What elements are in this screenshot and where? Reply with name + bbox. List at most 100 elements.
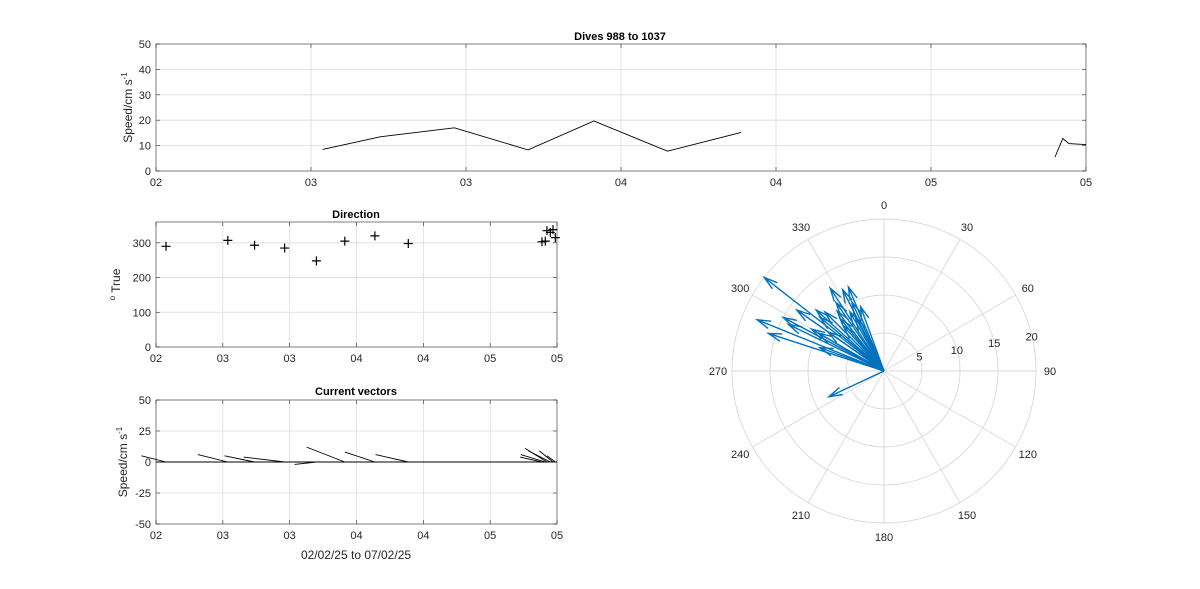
direction-x-tick-label: 04 (417, 353, 429, 365)
speed-x-tick-label: 02 (150, 177, 162, 189)
polar-spoke (807, 370, 885, 503)
direction-point (403, 239, 413, 249)
speed-x-tick-label: 05 (1080, 177, 1092, 189)
polar-spoke (883, 370, 1016, 448)
polar-chart: 0 30 60 90 120 150 180 210 240 270 300 330 5 10 15 20 (709, 200, 1056, 544)
direction-y-tick-label: 100 (133, 307, 151, 319)
current-vector (520, 456, 543, 463)
polar-angle-label: 60 (1022, 283, 1034, 295)
vectors-y-tick-label: -50 (135, 519, 151, 531)
direction-point (550, 233, 560, 243)
speed-chart-title: Dives 988 to 1037 (574, 31, 666, 43)
speed-y-tick-label: 50 (139, 39, 151, 51)
current-vector (306, 446, 345, 463)
vectors-x-tick-label: 03 (217, 530, 229, 542)
speed-y-tick-label: 0 (145, 166, 151, 178)
polar-angle-label: 90 (1044, 366, 1056, 378)
current-vector (243, 456, 285, 463)
speed-y-tick-label: 40 (139, 64, 151, 76)
polar-arrow (766, 332, 885, 372)
speed-x-tick-label: 04 (615, 177, 627, 189)
vectors-x-tick-label: 03 (284, 530, 296, 542)
vectors-x-tick-label: 04 (417, 530, 429, 542)
vectors-y-tick-label: 50 (139, 395, 151, 407)
polar-spoke (883, 239, 961, 372)
current-vector (528, 450, 551, 463)
current-vectors-chart: Current vectors 02/02/25 to 07/02/25 02 0… (115, 386, 563, 562)
polar-angle-label: 0 (881, 200, 887, 212)
polar-arrow (823, 310, 885, 372)
direction-point (370, 231, 380, 241)
polar-angle-label: 300 (731, 283, 749, 295)
direction-point (223, 235, 233, 245)
speed-x-tick-label: 03 (305, 177, 317, 189)
polar-spoke (883, 294, 1016, 372)
vectors-x-tick-label: 04 (350, 530, 362, 542)
direction-y-tick-label: 0 (145, 342, 151, 354)
polar-arrow (826, 370, 885, 398)
polar-angle-label: 210 (792, 510, 810, 522)
speed-x-tick-label: 03 (460, 177, 472, 189)
current-vector (546, 455, 556, 463)
direction-point (280, 243, 290, 253)
current-vector (520, 454, 546, 463)
polar-radius-label: 15 (988, 338, 1000, 350)
speed-series-line-1 (322, 120, 742, 152)
direction-point (250, 240, 260, 250)
vectors-y-axis-label: Speed/cm s-1 (115, 426, 130, 497)
direction-point (311, 256, 321, 266)
speed-series-line-2 (1054, 137, 1087, 158)
current-vector (224, 455, 255, 463)
polar-spoke (752, 370, 885, 448)
direction-point (548, 225, 558, 235)
polar-angle-label: 270 (709, 366, 727, 378)
polar-radius-label: 5 (916, 351, 922, 363)
direction-y-axis-label: o True (108, 268, 123, 300)
direction-x-tick-label: 05 (551, 353, 563, 365)
direction-x-tick-label: 02 (150, 353, 162, 365)
direction-x-tick-label: 03 (217, 353, 229, 365)
direction-point (540, 236, 550, 246)
vectors-x-tick-label: 05 (551, 530, 563, 542)
polar-radius-label: 10 (951, 345, 963, 357)
vectors-y-tick-label: 25 (139, 426, 151, 438)
current-vector (294, 461, 317, 465)
direction-point (161, 241, 171, 251)
polar-angle-label: 330 (792, 222, 810, 234)
polar-arrow (781, 316, 885, 372)
polar-radius-label: 20 (1026, 332, 1038, 344)
current-vector (141, 455, 167, 463)
speed-x-tick-label: 05 (925, 177, 937, 189)
direction-x-tick-label: 04 (350, 353, 362, 365)
current-vector (344, 451, 376, 463)
direction-chart: Direction 02 03 03 04 04 05 05 0 100 200 300 o True (108, 209, 563, 365)
vectors-x-tick-label: 02 (150, 530, 162, 542)
speed-y-tick-label: 10 (139, 141, 151, 153)
direction-x-tick-label: 03 (284, 353, 296, 365)
polar-arrow (847, 284, 885, 372)
speed-y-tick-label: 20 (139, 115, 151, 127)
current-vector (539, 450, 554, 463)
polar-arrow (828, 285, 885, 372)
direction-chart-title: Direction (332, 209, 380, 221)
polar-arrow (859, 304, 885, 372)
vectors-y-tick-label: 0 (145, 457, 151, 469)
speed-y-tick-label: 30 (139, 90, 151, 102)
current-vector (197, 454, 228, 463)
vectors-y-tick-label: -25 (135, 488, 151, 500)
direction-y-tick-label: 300 (133, 238, 151, 250)
speed-x-tick-label: 04 (770, 177, 782, 189)
polar-angle-label: 180 (875, 532, 893, 544)
polar-angle-label: 150 (958, 510, 976, 522)
polar-angle-label: 240 (731, 449, 749, 461)
vectors-x-axis-label: 02/02/25 to 07/02/25 (301, 548, 411, 562)
polar-angle-label: 30 (961, 222, 973, 234)
speed-y-axis-label: Speed/cm s-1 (120, 72, 135, 143)
polar-spoke (883, 370, 961, 503)
vectors-chart-title: Current vectors (315, 386, 397, 398)
direction-y-tick-label: 200 (133, 273, 151, 285)
direction-point (340, 236, 350, 246)
polar-arrow (754, 318, 885, 372)
vectors-x-tick-label: 05 (484, 530, 496, 542)
